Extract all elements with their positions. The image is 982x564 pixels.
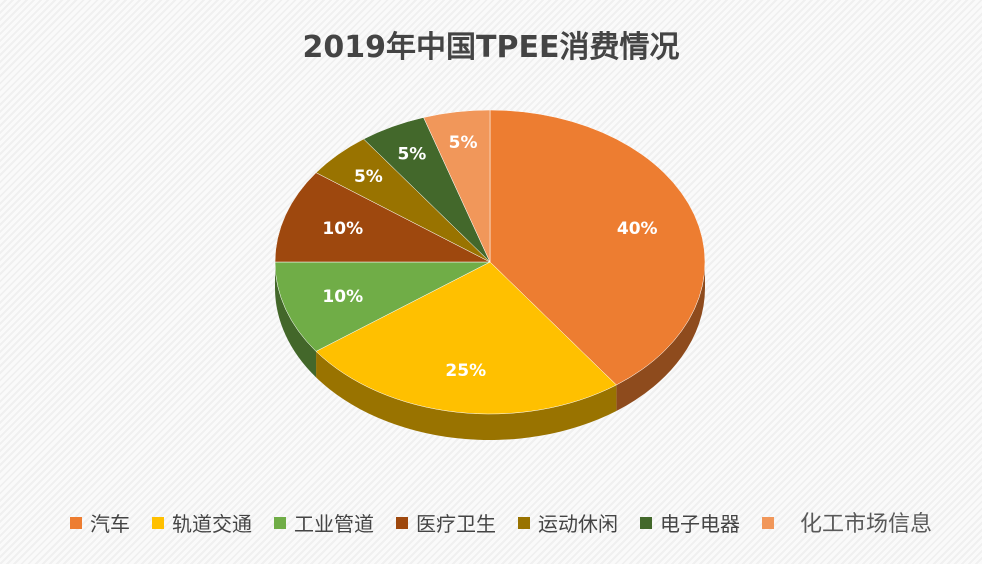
legend-swatch [152, 516, 164, 529]
legend-item: 轨道交通 [152, 508, 252, 537]
pie-slice-2 [274, 261, 491, 352]
legend-label: 电子电器 [660, 512, 740, 536]
pie-side-2 [275, 262, 317, 378]
legend-swatch [70, 516, 82, 529]
pie-slice-1 [315, 261, 617, 415]
data-label: 5% [354, 167, 383, 187]
legend: 汽车 轨道交通 工业管道 医疗卫生 运动休闲 电子电器 [70, 508, 782, 537]
legend-swatch [762, 516, 774, 529]
chart-title: 2019年中国TPEE消费情况 [302, 30, 680, 65]
legend-item: 运动休闲 [518, 508, 618, 537]
legend-item: 医疗卫生 [396, 508, 496, 537]
data-label: 10% [322, 287, 363, 307]
data-label: 10% [322, 219, 363, 239]
legend-item [762, 508, 782, 537]
pie-side-0 [616, 262, 705, 411]
legend-swatch [518, 516, 530, 529]
legend-item: 汽车 [70, 508, 130, 537]
legend-item: 电子电器 [640, 508, 740, 537]
data-label: 40% [617, 219, 658, 239]
pie-slice-0 [489, 109, 706, 386]
data-label: 25% [445, 361, 486, 381]
legend-item: 工业管道 [274, 508, 374, 537]
legend-label: 汽车 [90, 512, 130, 536]
legend-label: 工业管道 [294, 512, 374, 536]
pie-side-1 [316, 351, 617, 440]
legend-label: 医疗卫生 [416, 512, 496, 536]
data-label: 5% [449, 133, 478, 153]
pie-slice-6 [423, 109, 491, 263]
legend-swatch [640, 516, 652, 529]
legend-label: 运动休闲 [538, 512, 618, 536]
data-label: 5% [397, 145, 426, 165]
legend-label: 轨道交通 [172, 512, 252, 536]
legend-swatch [396, 516, 408, 529]
pie-slice-3 [274, 172, 491, 263]
legend-swatch [274, 516, 286, 529]
watermark: 化工市场信息 [800, 512, 933, 537]
